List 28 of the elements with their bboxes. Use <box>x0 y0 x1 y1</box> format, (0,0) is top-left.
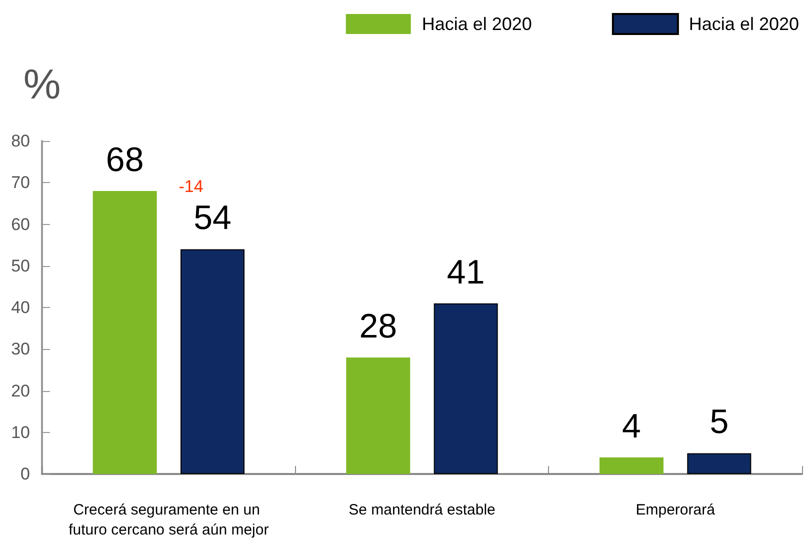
x-tick-label: Emperorará <box>636 502 716 518</box>
y-tick-label: 10 <box>11 422 30 442</box>
y-tick-label: 30 <box>11 340 30 359</box>
x-tick-label: Se mantendrá estable <box>348 502 496 518</box>
y-tick-label: 50 <box>11 256 30 276</box>
bar <box>92 190 157 474</box>
data-label: 68 <box>106 140 144 179</box>
legend-label: Hacia el 2020 <box>688 14 800 34</box>
data-label: 41 <box>446 253 485 292</box>
y-tick-label: 70 <box>11 173 30 192</box>
y-tick-label: 20 <box>11 381 30 400</box>
bar <box>180 249 245 474</box>
data-label: 54 <box>194 199 232 238</box>
data-label: 4 <box>622 407 641 446</box>
annotation: -14 <box>178 177 204 196</box>
bar <box>346 357 410 474</box>
bar <box>599 457 664 474</box>
x-tick-label: Crecerá seguramente en un futuro cercano será aún mejor <box>68 502 269 538</box>
y-tick-label: 80 <box>11 132 30 150</box>
y-tick-label: 60 <box>11 214 30 234</box>
bar <box>434 303 498 474</box>
y-axis-title: % <box>23 60 61 108</box>
y-tick-label: 0 <box>20 464 30 484</box>
legend-label: Hacia el 2020 <box>422 14 532 34</box>
bar <box>687 453 752 474</box>
y-tick-label: 40 <box>11 298 30 317</box>
data-label: 5 <box>710 403 729 442</box>
data-label: 28 <box>359 307 398 346</box>
